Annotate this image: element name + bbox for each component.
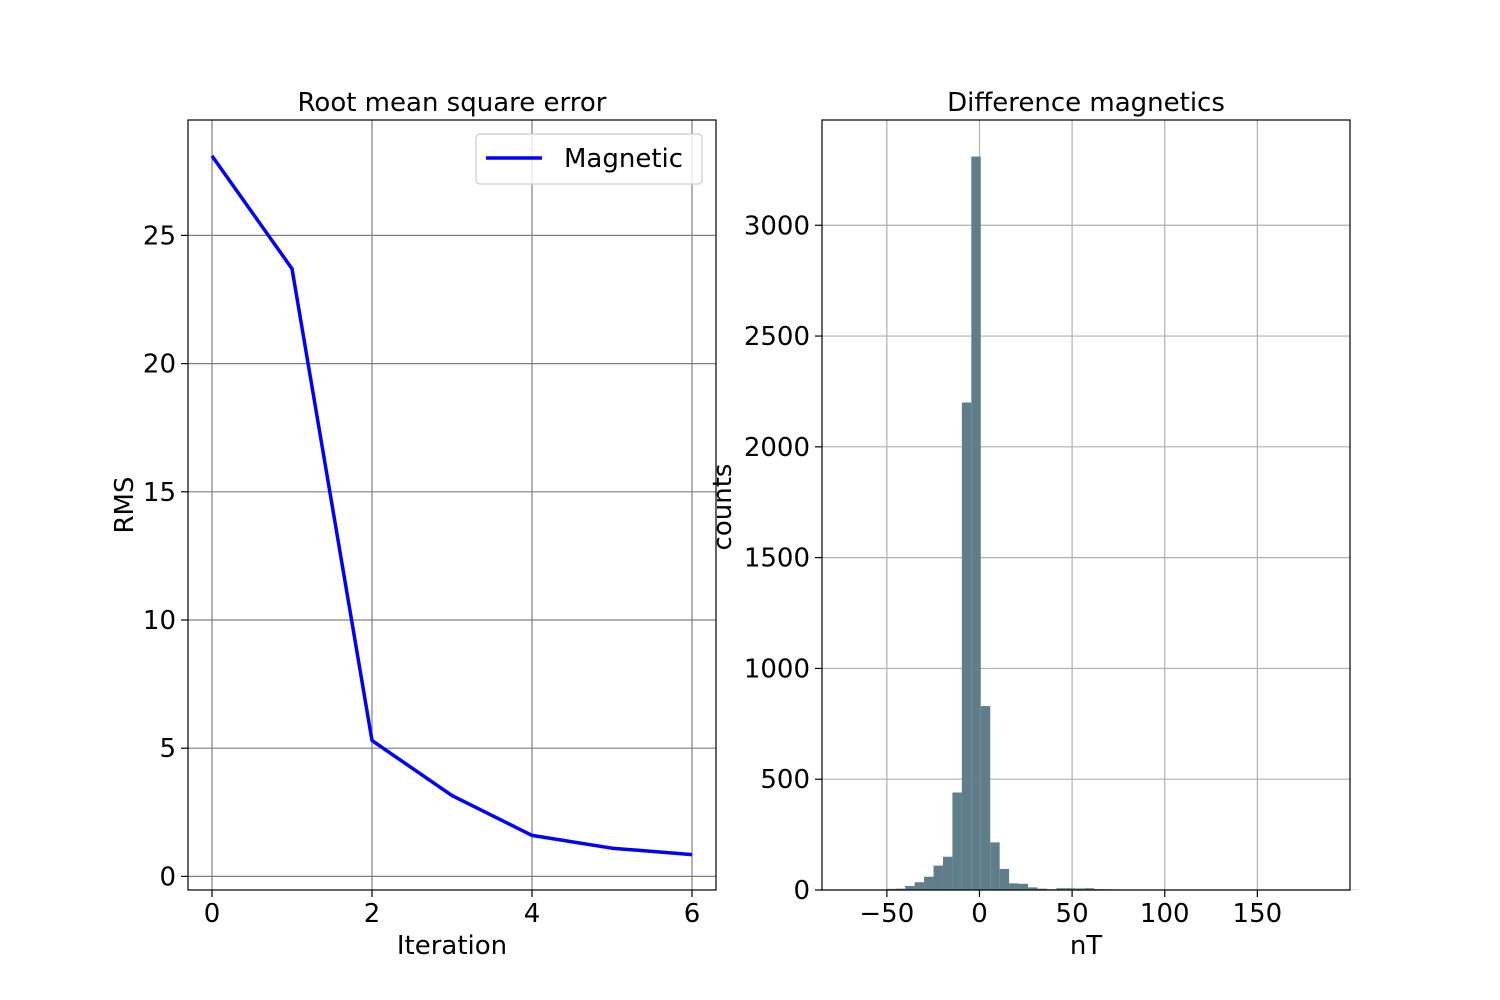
histogram-bar	[933, 865, 943, 890]
histogram-bar	[961, 402, 972, 890]
rms-y-tick-label: 20	[143, 350, 176, 380]
rms-y-tick-label: 25	[143, 221, 176, 251]
histogram-bar	[1065, 888, 1076, 890]
rms-x-tick-label: 0	[204, 899, 221, 929]
histogram-bar	[1075, 888, 1085, 890]
series-point-magnetic	[372, 740, 373, 741]
rms-x-tick-label: 2	[364, 899, 381, 929]
series-point-magnetic	[532, 835, 533, 836]
series-point-magnetic	[292, 268, 293, 269]
rms-y-tick-label: 5	[159, 734, 176, 764]
histogram-bar	[980, 706, 991, 890]
rms-chart-gridlines	[188, 120, 716, 890]
histogram-bar	[1018, 883, 1029, 890]
series-line-magnetic	[210, 154, 693, 857]
series-point-magnetic	[212, 155, 213, 156]
rms-y-axis-label: RMS	[110, 476, 140, 533]
rms-line-chart: Magnetic 0 2 4 6 0 5 10 15 20 25 Root mean squar…	[110, 88, 717, 961]
rms-chart-series	[210, 154, 693, 857]
rms-y-tick-label: 15	[143, 478, 176, 508]
histogram-bar	[990, 842, 1000, 890]
histogram-gridlines	[822, 120, 1350, 891]
legend-box	[475, 133, 703, 185]
rms-chart-title: Root mean square error	[298, 88, 607, 118]
difference-histogram: −50 0 50 100 150 0 500 1000 1500 2000 2500 3000 Di…	[708, 88, 1359, 961]
histogram-bar	[1037, 888, 1047, 890]
histogram-bar	[1009, 883, 1019, 890]
rms-chart-frame	[187, 119, 717, 891]
histogram-bar	[952, 792, 962, 890]
histogram-x-ticks: −50 0 50 100 150	[859, 890, 1282, 929]
histogram-x-tick-label: 150	[1233, 899, 1283, 929]
histogram-x-tick-label: 0	[971, 899, 988, 929]
histogram-bar	[942, 856, 953, 890]
histogram-bar	[1056, 888, 1066, 890]
histogram-y-tick-label: 3000	[744, 211, 810, 241]
histogram-bar	[1084, 888, 1095, 890]
histogram-y-tick-label: 1000	[744, 654, 810, 684]
histogram-y-axis-label: counts	[708, 464, 738, 551]
rms-y-tick-label: 10	[143, 606, 176, 636]
histogram-bars	[886, 156, 1359, 890]
histogram-bar	[895, 888, 906, 890]
rms-x-ticks: 0 2 4 6	[204, 890, 701, 929]
histogram-frame	[821, 119, 1351, 891]
series-point-magnetic	[452, 795, 453, 796]
histogram-bar	[1028, 887, 1038, 890]
histogram-title: Difference magnetics	[947, 88, 1225, 118]
series-point-magnetic	[612, 848, 613, 849]
legend-label-magnetic: Magnetic	[564, 144, 683, 174]
histogram-bar	[924, 876, 934, 890]
rms-x-tick-label: 4	[524, 899, 541, 929]
histogram-y-tick-label: 2000	[744, 433, 810, 463]
histogram-x-tick-label: −50	[859, 899, 914, 929]
histogram-x-tick-label: 50	[1056, 899, 1089, 929]
rms-x-axis-label: Iteration	[397, 931, 507, 961]
histogram-y-tick-label: 1500	[744, 544, 810, 574]
histogram-y-tick-label: 500	[760, 765, 810, 795]
series-point-magnetic	[692, 854, 693, 855]
histogram-y-tick-label: 2500	[744, 322, 810, 352]
rms-y-ticks: 0 5 10 15 20 25	[143, 221, 188, 892]
histogram-bar	[999, 868, 1010, 890]
histogram-x-tick-label: 100	[1140, 899, 1190, 929]
rms-chart-legend: Magnetic	[475, 133, 703, 185]
histogram-bar	[905, 886, 915, 890]
rms-x-tick-label: 6	[684, 899, 701, 929]
rms-y-tick-label: 0	[159, 862, 176, 892]
histogram-y-ticks: 0 500 1000 1500 2000 2500 3000	[744, 211, 822, 906]
histogram-bar	[971, 156, 981, 890]
histogram-bar	[914, 882, 925, 890]
histogram-y-tick-label: 0	[793, 876, 810, 906]
histogram-x-axis-label: nT	[1070, 931, 1102, 961]
